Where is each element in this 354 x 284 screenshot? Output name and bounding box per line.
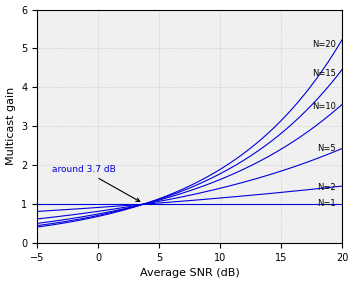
Text: N=2: N=2 — [318, 183, 336, 192]
Text: around 3.7 dB: around 3.7 dB — [52, 165, 140, 201]
Text: N=20: N=20 — [312, 40, 336, 49]
Text: N=10: N=10 — [312, 102, 336, 110]
Text: N=1: N=1 — [318, 199, 336, 208]
Text: N=5: N=5 — [318, 145, 336, 153]
Text: N=15: N=15 — [312, 69, 336, 78]
X-axis label: Average SNR (dB): Average SNR (dB) — [140, 268, 240, 278]
Y-axis label: Multicast gain: Multicast gain — [6, 87, 16, 166]
